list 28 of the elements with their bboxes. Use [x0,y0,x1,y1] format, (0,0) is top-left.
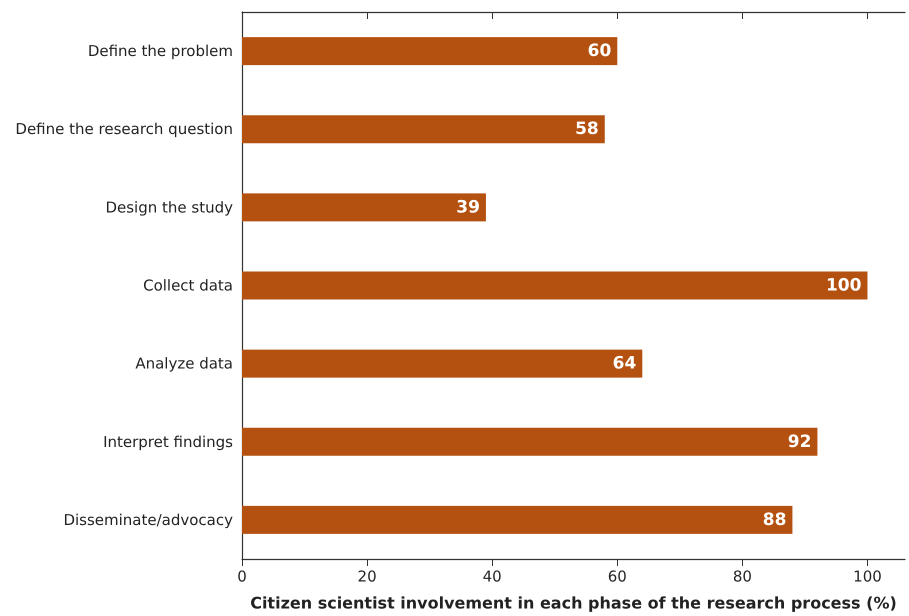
bar [242,37,618,66]
bar [242,428,818,456]
y-tick-label: Design the study [105,198,234,216]
y-tick-label: Define the problem [88,42,233,60]
y-tick-label: Analyze data [135,354,233,373]
x-tick-label: 0 [237,568,247,586]
y-tick-label: Define the research question [15,120,233,138]
bar [242,193,486,222]
data-label: 88 [762,510,786,530]
bar [242,506,792,534]
data-label: 39 [456,197,480,218]
y-tick-label: Disseminate/advocacy [63,510,234,529]
y-tick-label: Collect data [143,276,233,294]
data-label: 60 [588,41,612,62]
bar [242,115,605,144]
y-tick-label: Interpret findings [103,432,234,451]
data-label: 100 [826,276,862,296]
x-tick-label: 100 [853,568,882,586]
data-label: 92 [788,432,812,452]
x-tick-label: 40 [482,568,502,586]
bar [242,272,868,300]
x-tick-label: 60 [608,568,627,586]
x-tick-label: 80 [732,568,752,586]
x-tick-label: 20 [358,568,377,586]
bar [242,350,642,378]
data-label: 64 [612,354,636,374]
x-axis-title: Citizen scientist involvement in each phase of the research process (%) [250,594,897,612]
data-label: 58 [575,119,599,140]
